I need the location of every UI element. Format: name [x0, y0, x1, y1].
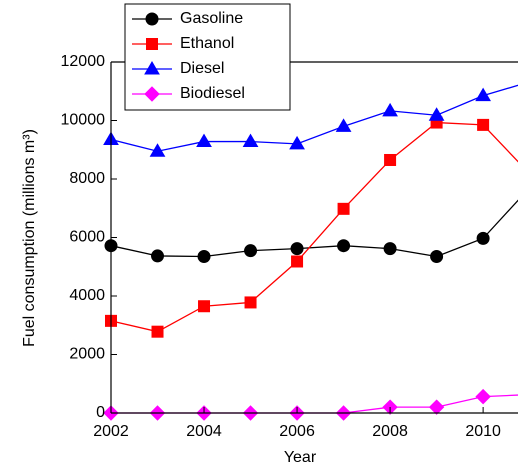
x-tick-label: 2002: [93, 423, 129, 440]
series-line: [111, 394, 518, 414]
y-tick-label: 4000: [69, 287, 105, 304]
marker: [428, 399, 445, 415]
y-tick-label: 0: [96, 404, 105, 421]
marker: [428, 107, 445, 121]
marker: [384, 153, 397, 166]
y-axis-title: Fuel consumption (millions m³): [21, 129, 38, 347]
y-tick-label: 6000: [69, 229, 105, 246]
legend-label: Diesel: [180, 60, 224, 77]
plot-area: [103, 84, 518, 421]
x-tick-label: 2010: [465, 423, 501, 440]
marker: [149, 143, 166, 157]
legend-marker: [144, 61, 160, 75]
marker: [242, 133, 259, 148]
legend-marker: [145, 12, 159, 26]
marker: [335, 118, 352, 132]
legend-marker: [144, 86, 160, 102]
legend-label: Biodiesel: [180, 85, 245, 102]
x-tick-label: 2008: [372, 423, 408, 440]
x-tick-label: 2004: [186, 423, 222, 440]
marker: [337, 239, 351, 253]
marker: [197, 250, 211, 264]
marker: [151, 325, 164, 338]
y-tick-label: 12000: [61, 53, 106, 70]
legend-marker: [146, 38, 158, 50]
series-line: [110, 121, 518, 333]
marker: [476, 231, 490, 245]
marker: [244, 244, 258, 258]
marker: [382, 102, 398, 117]
marker: [151, 249, 165, 263]
marker: [477, 118, 490, 131]
marker: [289, 135, 305, 150]
y-tick-label: 2000: [69, 346, 105, 363]
series-line: [110, 84, 518, 152]
legend-label: Gasoline: [180, 10, 243, 27]
marker: [290, 242, 304, 256]
x-tick-label: 2006: [279, 423, 315, 440]
marker: [196, 133, 212, 148]
marker: [244, 296, 257, 309]
marker: [337, 202, 350, 215]
series-line: [110, 199, 518, 258]
y-tick-label: 10000: [61, 112, 106, 129]
x-axis-title: Year: [284, 449, 317, 466]
marker: [291, 255, 304, 268]
marker: [383, 242, 397, 256]
y-tick-label: 8000: [69, 170, 105, 187]
marker: [475, 87, 491, 102]
marker: [430, 250, 444, 264]
legend-label: Ethanol: [180, 35, 234, 52]
marker: [475, 388, 491, 405]
marker: [198, 300, 211, 313]
